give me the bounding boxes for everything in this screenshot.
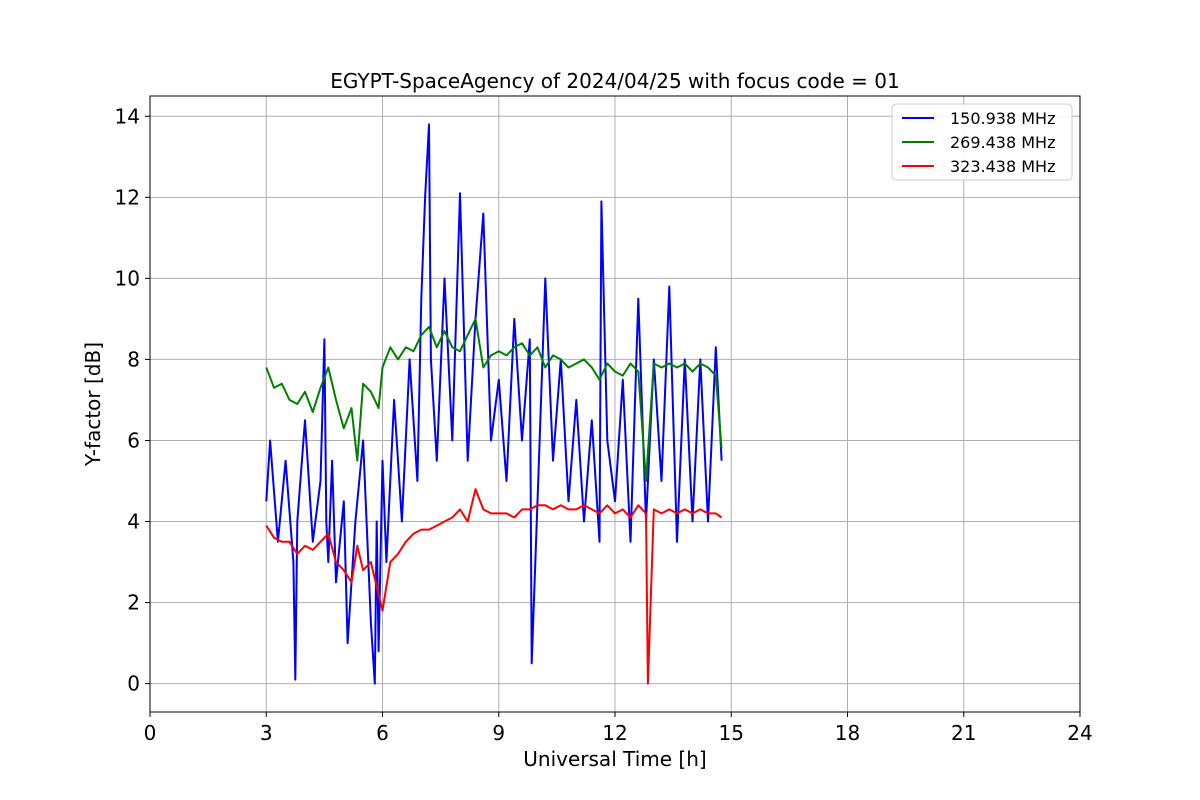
y-tick-label: 6	[127, 428, 140, 452]
legend-box	[891, 103, 1073, 181]
series-line-1	[265, 123, 723, 685]
x-tick-label: 9	[492, 721, 505, 745]
series-line-2	[265, 317, 723, 482]
legend: 150.938 MHz 269.438 MHz 323.438 MHz	[891, 103, 1073, 181]
x-tick-label: 15	[719, 721, 744, 745]
x-tick-label: 18	[835, 721, 860, 745]
y-tick-label: 10	[115, 266, 140, 290]
legend-label-2: 269.438 MHz	[950, 133, 1055, 152]
x-tick-label: 21	[951, 721, 976, 745]
y-axis-label: Y-factor [dB]	[81, 342, 105, 467]
y-tick-label: 0	[127, 672, 140, 696]
x-tick-label: 6	[376, 721, 389, 745]
series-layer	[265, 123, 723, 685]
legend-label-1: 150.938 MHz	[950, 109, 1055, 128]
y-tick-label: 4	[127, 510, 140, 534]
y-tick-label: 8	[127, 347, 140, 371]
x-tick-label: 3	[260, 721, 273, 745]
chart-title: EGYPT-SpaceAgency of 2024/04/25 with foc…	[330, 69, 899, 93]
series-line-3	[265, 488, 723, 685]
x-tick-label: 12	[602, 721, 627, 745]
x-axis-label: Universal Time [h]	[523, 747, 706, 771]
y-tick-label: 2	[127, 591, 140, 615]
y-tick-label: 14	[115, 104, 140, 128]
x-tick-label: 0	[144, 721, 157, 745]
y-tick-label: 12	[115, 185, 140, 209]
legend-label-3: 323.438 MHz	[950, 157, 1055, 176]
x-tick-label: 24	[1067, 721, 1092, 745]
